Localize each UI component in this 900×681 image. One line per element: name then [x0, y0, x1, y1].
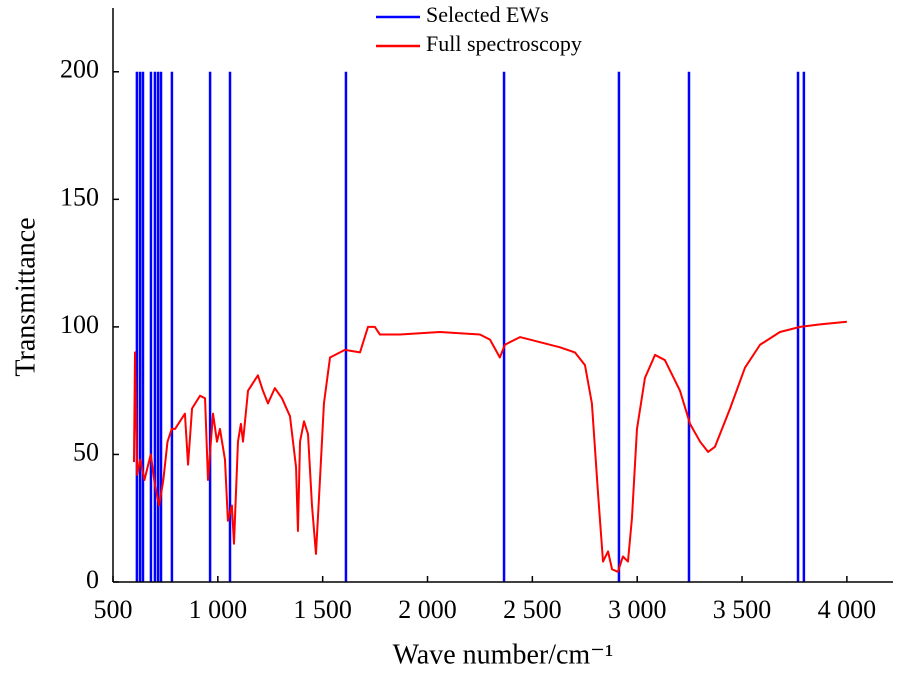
x-tick-label: 2 000	[398, 595, 457, 624]
spectrum-line	[132, 320, 847, 573]
x-tick-label: 3 500	[713, 595, 772, 624]
y-tick-label: 200	[60, 55, 99, 84]
x-tick-label: 2 500	[503, 595, 562, 624]
x-axis-label: Wave number/cm⁻¹	[393, 639, 614, 670]
x-tick-label: 4 000	[818, 595, 877, 624]
x-tick-label: 500	[94, 595, 133, 624]
x-tick-label: 1 500	[293, 595, 352, 624]
y-tick-label: 0	[86, 565, 99, 594]
x-tick-label: 3 000	[608, 595, 667, 624]
y-axis-label: Transmittance	[10, 217, 41, 376]
y-tick-label: 50	[73, 437, 99, 466]
legend-label: Selected EWs	[426, 2, 549, 27]
y-tick-label: 150	[60, 182, 99, 211]
y-tick-label: 100	[60, 310, 99, 339]
legend-label: Full spectroscopy	[426, 31, 582, 56]
x-tick-label: 1 000	[189, 595, 248, 624]
